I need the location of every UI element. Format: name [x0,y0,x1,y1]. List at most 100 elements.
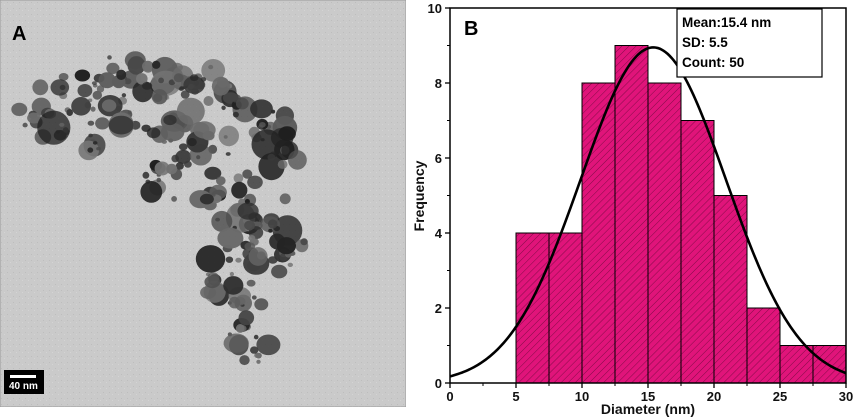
nanoparticle [37,110,71,145]
nanoparticle [152,60,161,69]
nanoparticle [300,238,308,246]
nanoparticle [237,202,259,220]
nanoparticle [251,295,257,300]
nanoparticle [237,325,247,332]
scale-bar-label: 40 nm [9,381,38,392]
histogram-panel: 0 5 10 15 20 25 30 0 2 4 6 8 10 Diameter (nm) Freque… [411,1,854,417]
nanoparticle [142,171,150,179]
nanoparticle [58,73,69,81]
nanoparticle [201,59,226,82]
nanoparticle [204,166,222,180]
nanoparticle [111,67,117,74]
panel-a-letter: A [12,23,26,45]
nanoparticle [160,122,185,142]
nanoparticle [196,155,201,160]
nanoparticle [156,177,162,183]
nanoparticle [258,153,285,181]
nanoparticle [253,334,259,340]
nanoparticle [271,264,288,279]
x-tick-label: 20 [707,389,721,404]
y-axis-title: Frequency [411,160,427,231]
x-axis-title: Diameter (nm) [601,401,695,417]
nanoparticle [87,120,95,126]
nanoparticle [235,257,242,263]
nanoparticle [91,81,97,85]
nanoparticle [256,334,281,356]
nanoparticle [268,228,273,233]
tem-image-panel: A 40 nm [0,0,406,407]
nanoparticle [77,84,93,98]
nanoparticle [92,90,103,100]
histogram-bar-3 [614,45,649,384]
nanoparticle [221,105,226,111]
nanoparticle [288,150,307,170]
nanoparticle [115,106,122,111]
nanoparticle [22,122,28,128]
panel-b-letter: B [464,18,478,40]
nanoparticle [171,196,178,202]
nanoparticle [256,359,261,364]
nanoparticle [27,112,42,124]
nanoparticle [287,262,293,267]
nanoparticle [95,117,110,130]
nanoparticle [96,147,101,151]
nanoparticle [173,73,184,83]
nanoparticle [248,235,256,241]
nanoparticle [176,97,205,125]
nanoparticle [194,81,199,86]
scale-bar: 40 nm [4,370,44,394]
nanoparticle [250,346,259,354]
y-tick-label: 2 [435,301,442,316]
y-tick-label: 4 [435,226,443,241]
nanoparticle [180,90,190,99]
x-tick-label: 25 [773,389,787,404]
nanoparticle [178,86,184,91]
stats-count: Count: 50 [682,55,744,70]
nanoparticle [116,69,127,81]
nanoparticle [92,141,98,145]
nanoparticle-aggregate [11,51,309,366]
nanoparticle [140,181,163,203]
nanoparticle [59,122,65,127]
nanoparticle [158,77,165,84]
nanoparticle [223,333,249,353]
axis-ticks: 0 5 10 15 20 25 30 0 2 4 6 8 10 [428,1,854,404]
histogram-bar-8 [779,345,814,384]
nanoparticle [171,154,179,163]
nanoparticle [199,193,214,205]
stats-mean: Mean:15.4 nm [682,15,771,30]
nanoparticle [276,237,296,255]
nanoparticle [254,352,261,359]
nanoparticle [233,173,244,183]
nanoparticle [242,169,253,179]
y-tick-label: 10 [428,1,442,16]
nanoparticle [166,163,178,175]
nanoparticle [279,193,291,205]
nanoparticle [71,97,91,116]
nanoparticle [11,102,28,116]
nanoparticle [246,279,256,287]
nanoparticle [202,130,215,141]
nanoparticle [251,129,283,160]
nanoparticle [244,242,256,251]
x-tick-label: 15 [641,389,655,404]
nanoparticle [163,114,177,126]
stats-box: Mean:15.4 nm SD: 5.5 Count: 50 [676,8,823,78]
nanoparticle [143,64,154,73]
nanoparticle [178,143,188,151]
nanoparticle [107,55,112,60]
nanoparticle [203,96,214,106]
y-tick-label: 8 [435,76,442,91]
nanoparticle [232,111,239,118]
nanoparticle [74,69,91,82]
nanoparticle [50,79,70,96]
nanoparticle [218,125,239,147]
nanoparticle [183,76,205,94]
nanoparticle [108,115,134,135]
nanoparticle [211,76,230,96]
nanoparticle [87,147,94,153]
nanoparticle [154,161,170,176]
nanoparticle [223,276,244,295]
nanoparticle [278,126,296,142]
nanoparticle [175,162,184,170]
